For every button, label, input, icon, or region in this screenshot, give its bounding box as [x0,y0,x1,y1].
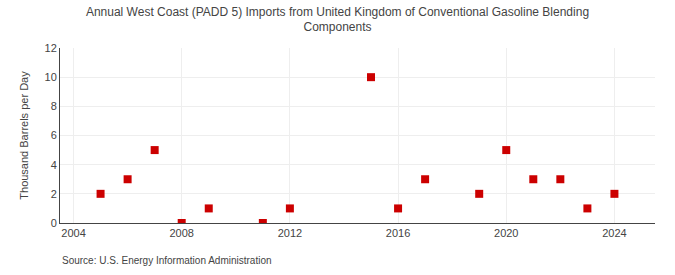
svg-text:2016: 2016 [386,227,410,239]
svg-text:12: 12 [45,42,57,54]
svg-text:2012: 2012 [278,227,302,239]
svg-text:2008: 2008 [169,227,193,239]
svg-text:2024: 2024 [602,227,626,239]
svg-text:Thousand Barrels per Day: Thousand Barrels per Day [18,71,30,200]
svg-text:Source: U.S. Energy Informatio: Source: U.S. Energy Information Administ… [62,255,272,266]
svg-text:2020: 2020 [494,227,518,239]
svg-text:10: 10 [45,71,57,83]
svg-text:2004: 2004 [61,227,85,239]
svg-text:Annual West Coast (PADD 5) Imp: Annual West Coast (PADD 5) Imports from … [86,5,589,35]
svg-text:4: 4 [51,159,57,171]
svg-text:0: 0 [51,217,57,229]
svg-text:8: 8 [51,100,57,112]
svg-text:2: 2 [51,188,57,200]
svg-text:6: 6 [51,129,57,141]
